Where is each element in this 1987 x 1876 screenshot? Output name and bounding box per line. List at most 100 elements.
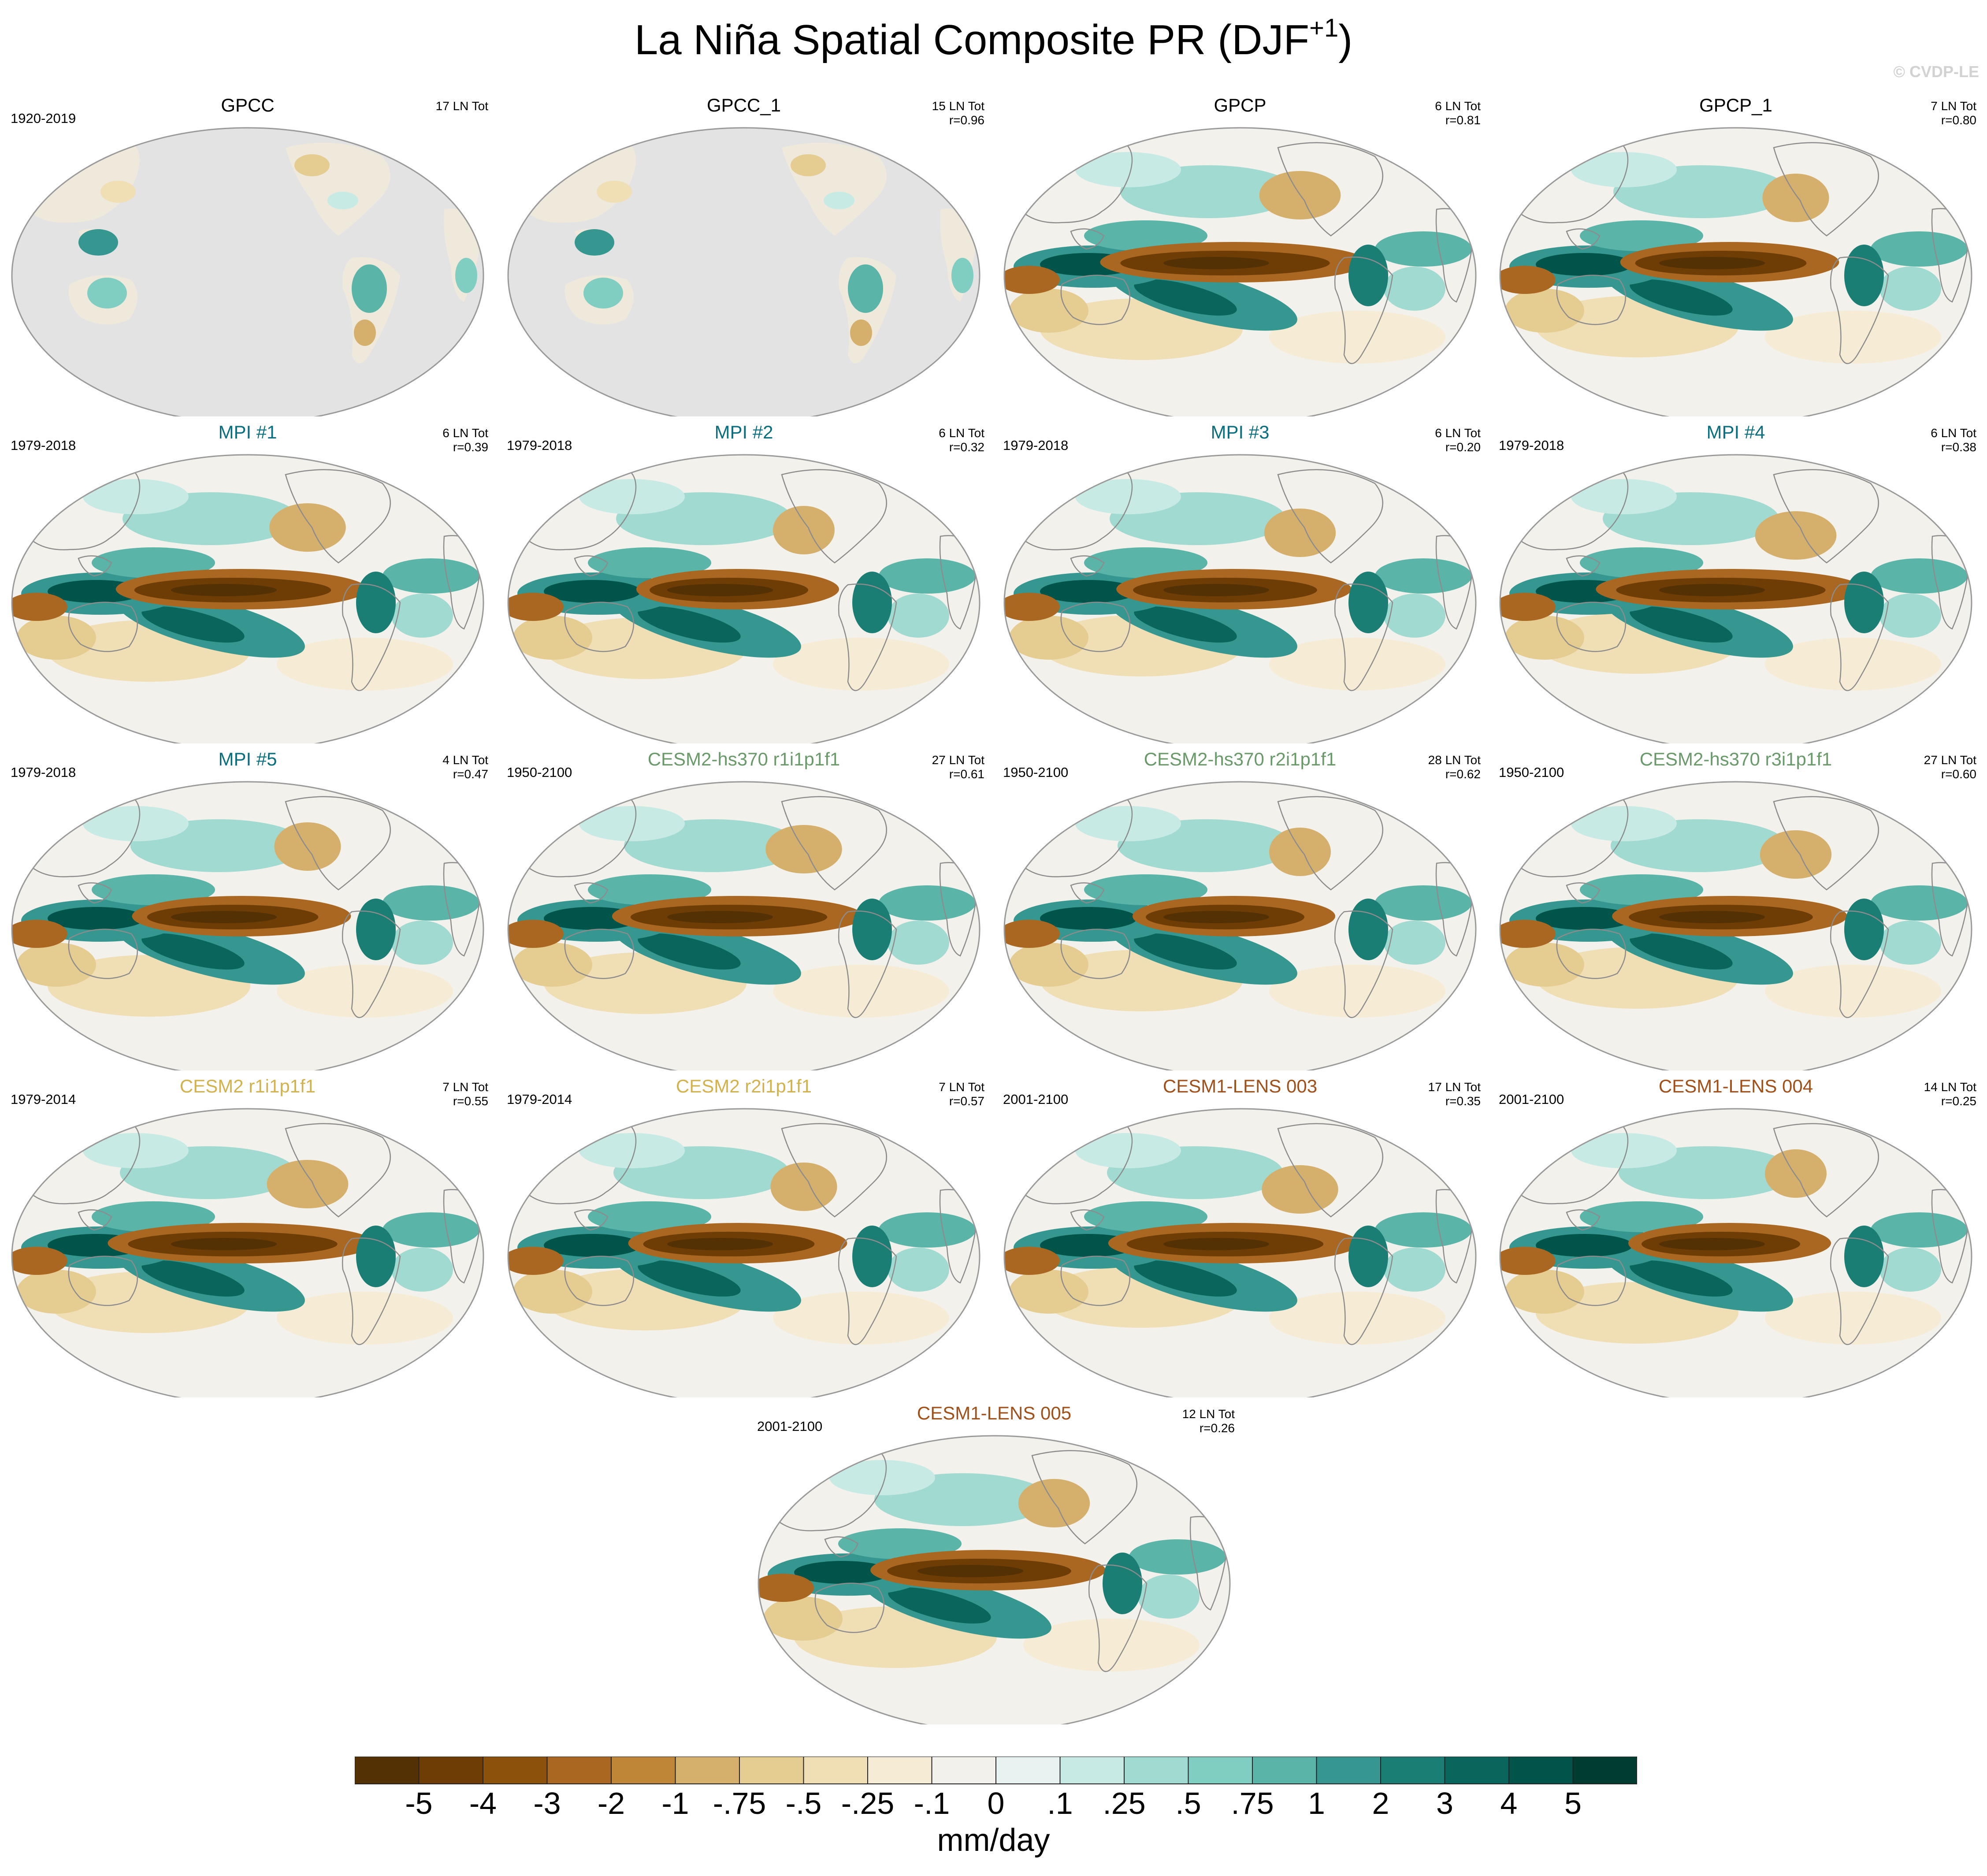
panel-count: 17 LN Tot — [435, 99, 488, 113]
panel-correlation: r=0.60 — [1941, 767, 1976, 781]
panel-correlation: r=0.57 — [949, 1094, 984, 1108]
panel-stats: 17 LN Tot — [436, 99, 488, 113]
panel-correlation: r=0.39 — [453, 440, 488, 454]
colorbar-tick-label: 3 — [1436, 1786, 1453, 1818]
colorbar-swatch — [1380, 1757, 1445, 1784]
panel-title: MPI #3 — [1211, 422, 1270, 442]
colorbar-tick-label: .1 — [1047, 1786, 1073, 1818]
panel-count: 12 LN Tot — [1182, 1407, 1235, 1421]
panel-stats: 6 LN Tot r=0.20 — [1435, 426, 1481, 454]
colorbar-swatch — [1316, 1757, 1381, 1784]
panel-count: 6 LN Tot — [1931, 426, 1976, 440]
panel-stats: 7 LN Tot r=0.57 — [939, 1080, 984, 1108]
panel-period: 2001-2100 — [757, 1419, 823, 1434]
map-field — [11, 781, 484, 1070]
colorbar-swatch — [355, 1757, 420, 1784]
map-panel: GPCP 6 LN Tot r=0.81 — [996, 90, 1484, 416]
panel-count: 7 LN Tot — [442, 1080, 488, 1094]
panel-title: CESM2 r2i1p1f1 — [676, 1076, 812, 1096]
panel-title: CESM2-hs370 r2i1p1f1 — [1144, 749, 1337, 769]
figure-title: La Niña Spatial Composite PR (DJF+1) — [0, 13, 1987, 64]
panel-stats: 12 LN Tot r=0.26 — [1182, 1407, 1235, 1435]
colorbar-swatch — [611, 1757, 676, 1784]
panel-count: 27 LN Tot — [1924, 753, 1976, 767]
panel-title: CESM2-hs370 r1i1p1f1 — [647, 749, 840, 769]
panel-period: 1979-2014 — [11, 1092, 76, 1107]
panel-count: 6 LN Tot — [939, 426, 984, 440]
panel-count: 6 LN Tot — [1435, 426, 1481, 440]
panel-correlation: r=0.47 — [453, 767, 488, 781]
map-field — [1499, 454, 1972, 743]
map-field — [507, 454, 981, 743]
panel-title: CESM2 r1i1p1f1 — [179, 1076, 316, 1096]
panel-stats: 17 LN Tot r=0.35 — [1428, 1080, 1481, 1108]
colorbar-swatch — [418, 1757, 483, 1784]
colorbar-swatch — [1444, 1757, 1509, 1784]
panel-title: GPCC_1 — [706, 95, 781, 115]
panel-stats: 6 LN Tot r=0.81 — [1435, 99, 1481, 127]
map-field — [1003, 127, 1477, 416]
panel-count: 28 LN Tot — [1428, 753, 1481, 767]
map-field — [11, 454, 484, 743]
panel-stats: 6 LN Tot r=0.38 — [1931, 426, 1976, 454]
panel-title: MPI #5 — [218, 749, 277, 769]
colorbar-swatch — [931, 1757, 996, 1784]
panel-period: 1979-2018 — [11, 765, 76, 780]
panel-count: 17 LN Tot — [1428, 1080, 1481, 1094]
map-panel: MPI #1 1979-2018 6 LN Tot r=0.39 — [4, 417, 492, 743]
colorbar-swatch — [995, 1757, 1061, 1784]
panel-stats: 15 LN Tot r=0.96 — [932, 99, 984, 127]
colorbar-swatch — [1124, 1757, 1189, 1784]
colorbar-swatch — [1059, 1757, 1125, 1784]
colorbar-tick-label: -.25 — [841, 1786, 895, 1818]
colorbar-tick-label: 5 — [1564, 1786, 1582, 1818]
map-field — [1003, 454, 1477, 743]
panel-title: GPCP — [1214, 95, 1266, 115]
watermark: © CVDP-LE — [1893, 63, 1979, 81]
panel-correlation: r=0.62 — [1445, 767, 1481, 781]
panel-count: 15 LN Tot — [932, 99, 984, 113]
panel-stats: 28 LN Tot r=0.62 — [1428, 753, 1481, 781]
map-panel: CESM1-LENS 005 2001-2100 12 LN Tot r=0.26 — [750, 1398, 1238, 1724]
colorbar-tick-label: -.75 — [713, 1786, 766, 1818]
map-panel: MPI #3 1979-2018 6 LN Tot r=0.20 — [996, 417, 1484, 743]
figure-title-close: ) — [1338, 16, 1353, 63]
map-panel: MPI #2 1979-2018 6 LN Tot r=0.32 — [500, 417, 988, 743]
panel-count: 7 LN Tot — [939, 1080, 984, 1094]
panel-period: 1979-2018 — [507, 438, 572, 453]
map-panel: CESM2-hs370 r1i1p1f1 1950-2100 27 LN Tot r=… — [500, 744, 988, 1070]
colorbar-swatch — [546, 1757, 612, 1784]
map-panel: GPCP_1 7 LN Tot r=0.80 — [1492, 90, 1980, 416]
panel-count: 27 LN Tot — [932, 753, 984, 767]
colorbar-tick-label: -5 — [405, 1786, 432, 1818]
colorbar-tick-label: -2 — [598, 1786, 625, 1818]
panel-correlation: r=0.55 — [453, 1094, 488, 1108]
panel-title: CESM1-LENS 005 — [917, 1403, 1072, 1423]
panel-correlation: r=0.26 — [1199, 1421, 1235, 1435]
colorbar-tick-label: -1 — [661, 1786, 689, 1818]
panel-title: MPI #2 — [714, 422, 773, 442]
panel-title: CESM1-LENS 004 — [1658, 1076, 1813, 1096]
map-field — [1003, 1108, 1477, 1397]
panel-count: 7 LN Tot — [1931, 99, 1976, 113]
map-field — [507, 127, 981, 416]
panel-title: CESM2-hs370 r3i1p1f1 — [1639, 749, 1832, 769]
map-field — [1003, 781, 1477, 1070]
map-panel: MPI #4 1979-2018 6 LN Tot r=0.38 — [1492, 417, 1980, 743]
panel-correlation: r=0.81 — [1445, 113, 1481, 127]
map-panel: CESM2 r1i1p1f1 1979-2014 7 LN Tot r=0.55 — [4, 1071, 492, 1397]
map-field — [507, 781, 981, 1070]
panel-period: 1950-2100 — [507, 765, 572, 780]
map-panel: CESM2-hs370 r3i1p1f1 1950-2100 27 LN Tot r=… — [1492, 744, 1980, 1070]
colorbar-tick-label: 1 — [1308, 1786, 1325, 1818]
panel-stats: 7 LN Tot r=0.55 — [442, 1080, 488, 1108]
panel-period: 2001-2100 — [1003, 1092, 1069, 1107]
figure-title-text: La Niña Spatial Composite PR (DJF — [634, 16, 1310, 63]
panel-stats: 14 LN Tot r=0.25 — [1924, 1080, 1976, 1108]
colorbar-tick-label: -4 — [469, 1786, 497, 1818]
colorbar-swatch — [867, 1757, 932, 1784]
panel-title: MPI #1 — [218, 422, 277, 442]
panel-stats: 4 LN Tot r=0.47 — [442, 753, 488, 781]
map-panel: MPI #5 1979-2018 4 LN Tot r=0.47 — [4, 744, 492, 1070]
panel-count: 14 LN Tot — [1924, 1080, 1976, 1094]
